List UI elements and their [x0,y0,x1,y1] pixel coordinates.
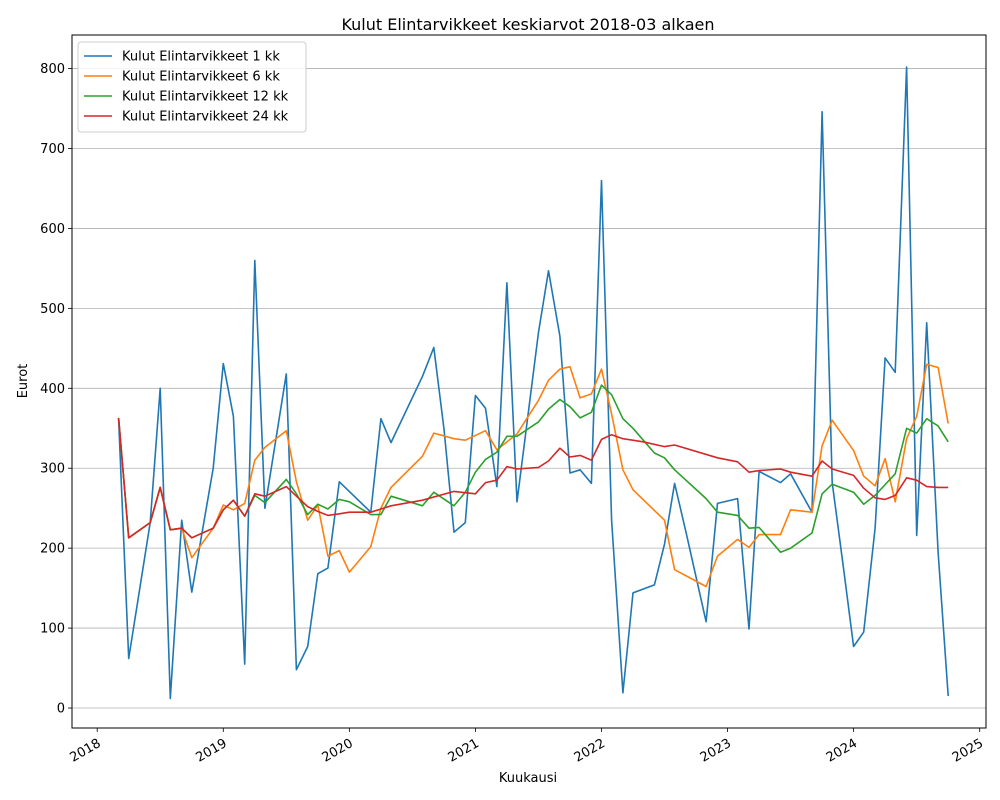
series-line-1 [117,66,949,700]
legend: Kulut Elintarvikkeet 1 kk Kulut Elintarvi… [77,41,307,133]
series-layer [117,66,949,700]
y-tick-label: 200 [40,542,65,557]
legend-label: Kulut Elintarvikkeet 6 kk [122,70,280,85]
chart-title: Kulut Elintarvikkeet keskiarvot 2018-03 … [341,15,714,34]
y-tick-label: 600 [40,222,65,237]
plot-frame [71,34,987,729]
y-tick-label: 500 [40,302,65,317]
x-axis-label: Kuukausi [499,771,557,786]
y-tick-label: 300 [40,462,65,477]
y-tick-label: 0 [57,702,65,717]
series-line-2 [117,363,949,588]
y-axis-label: Eurot [16,364,31,399]
legend-box [77,41,307,133]
y-axis: 0 100 200 300 400 500 600 700 800 [40,62,72,717]
y-tick-label: 700 [40,142,65,157]
y-tick-label: 800 [40,62,65,77]
y-tick-label: 400 [40,382,65,397]
legend-label: Kulut Elintarvikkeet 24 kk [122,110,289,125]
y-tick-label: 100 [40,622,65,637]
legend-label: Kulut Elintarvikkeet 1 kk [122,50,280,65]
series-line-4 [117,417,949,539]
legend-label: Kulut Elintarvikkeet 12 kk [122,90,289,105]
